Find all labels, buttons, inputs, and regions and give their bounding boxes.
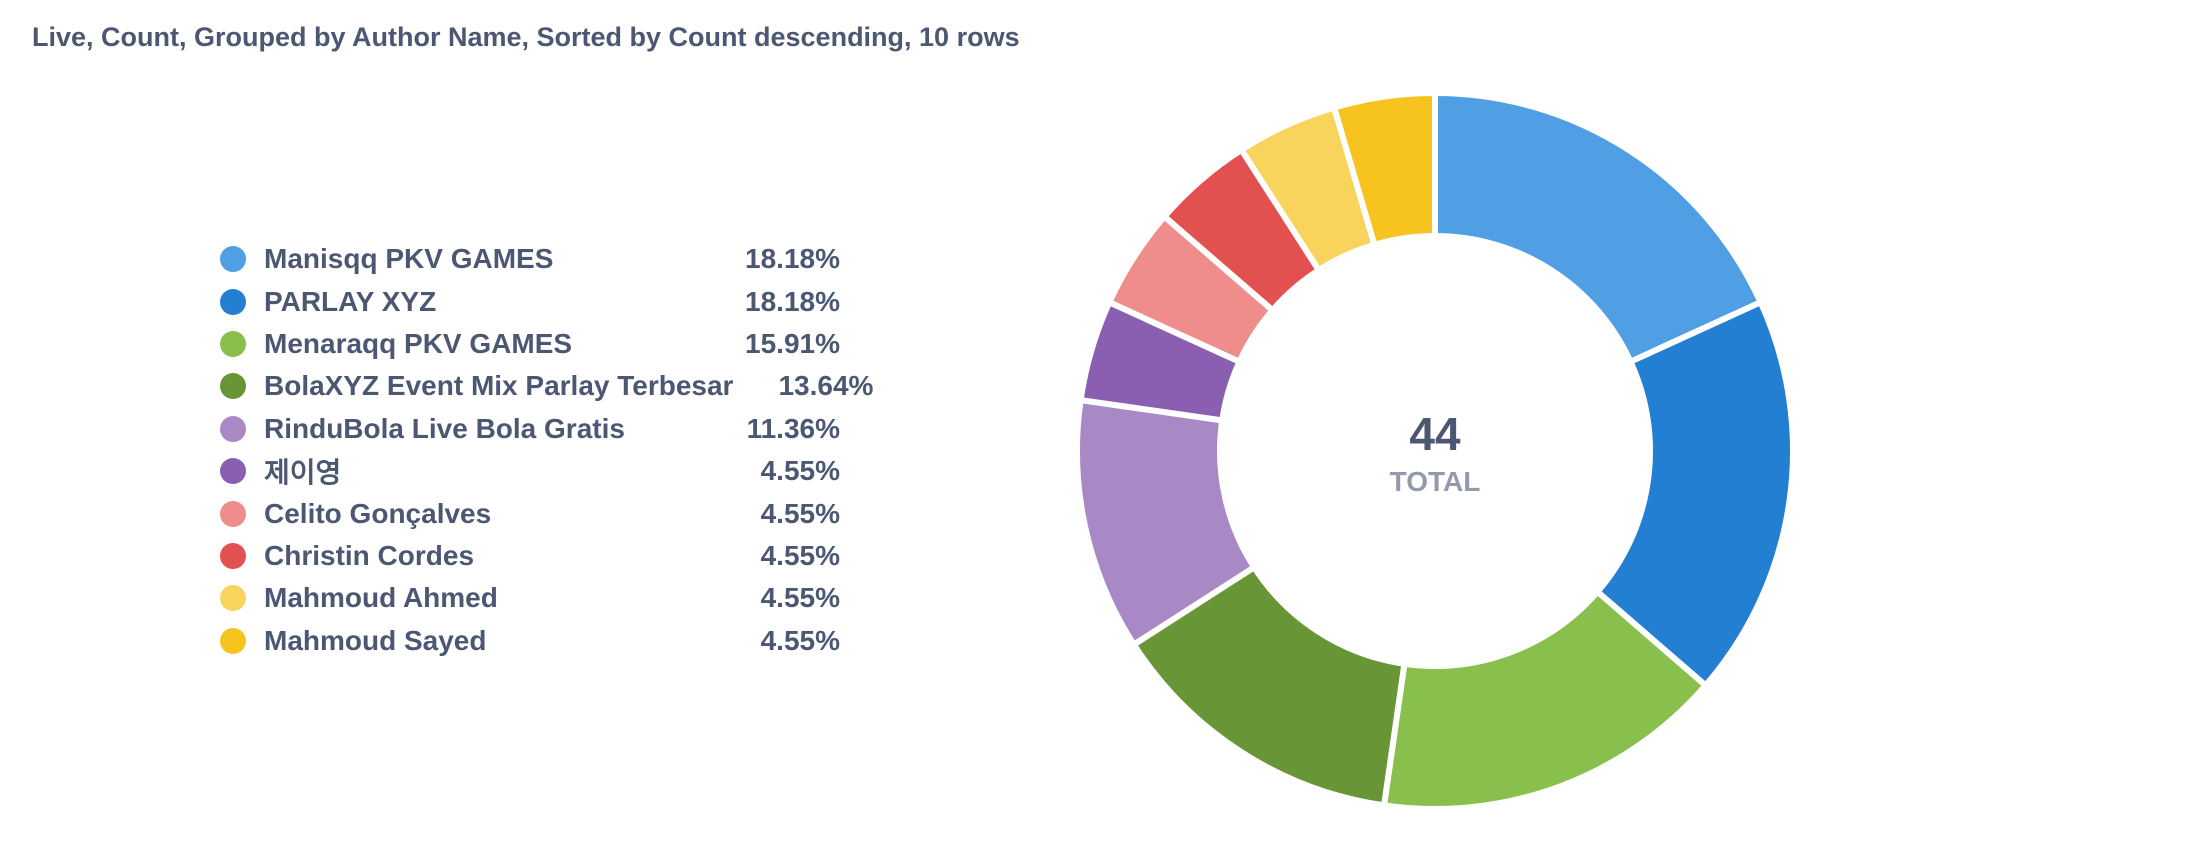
legend-item[interactable]: Celito Gonçalves 4.55%	[220, 492, 840, 534]
legend-item[interactable]: Mahmoud Ahmed 4.55%	[220, 577, 840, 619]
legend-color-dot	[220, 627, 246, 654]
legend-label: RinduBola Live Bola Gratis	[264, 412, 625, 444]
donut-slice[interactable]	[1380, 587, 1710, 812]
legend-color-dot	[220, 585, 246, 612]
legend-percent: 18.18%	[745, 243, 840, 275]
legend-item[interactable]: 제이영 4.55%	[220, 450, 840, 492]
legend-percent: 13.64%	[778, 370, 874, 402]
chart-title: Live, Count, Grouped by Author Name, Sor…	[32, 22, 1020, 52]
donut-slice[interactable]	[1593, 298, 1796, 690]
legend-color-dot	[220, 415, 246, 442]
center-total-label: TOTAL	[1390, 466, 1481, 497]
legend-percent: 4.55%	[760, 539, 840, 571]
legend-item[interactable]: Manisqq PKV GAMES 18.18%	[220, 238, 840, 280]
legend-percent: 4.55%	[760, 455, 840, 487]
legend-color-dot	[220, 373, 246, 400]
legend-label: Mahmoud Ahmed	[264, 582, 498, 614]
legend-percent: 18.18%	[745, 285, 840, 317]
legend-percent: 4.55%	[760, 497, 840, 529]
legend-percent: 4.55%	[760, 582, 840, 614]
legend-item[interactable]: PARLAY XYZ 18.18%	[220, 280, 840, 322]
legend-percent: 4.55%	[760, 624, 840, 656]
donut-slice[interactable]	[1330, 89, 1438, 249]
legend-label: PARLAY XYZ	[264, 285, 437, 317]
legend-item[interactable]: RinduBola Live Bola Gratis 11.36%	[220, 408, 840, 450]
donut-slices	[1074, 89, 1796, 812]
legend-item[interactable]: Menaraqq PKV GAMES 15.91%	[220, 323, 840, 365]
legend-label: Manisqq PKV GAMES	[264, 243, 554, 275]
legend-label: Mahmoud Sayed	[264, 624, 487, 656]
chart-legend: Manisqq PKV GAMES 18.18% PARLAY XYZ 18.18% M…	[220, 238, 873, 662]
legend-color-dot	[220, 288, 246, 315]
legend-color-dot	[220, 500, 246, 527]
legend-color-dot	[220, 458, 246, 485]
legend-label: BolaXYZ Event Mix Parlay Terbesar	[264, 370, 734, 402]
legend-item[interactable]: Mahmoud Sayed 4.55%	[220, 620, 840, 662]
donut-slice[interactable]	[1432, 89, 1765, 366]
center-total-value: 44	[1409, 408, 1461, 460]
legend-color-dot	[220, 246, 246, 273]
legend-percent: 15.91%	[745, 327, 840, 359]
legend-label: Menaraqq PKV GAMES	[264, 327, 573, 359]
legend-percent: 11.36%	[746, 412, 840, 444]
legend-label: Celito Gonçalves	[264, 497, 492, 529]
legend-item[interactable]: Christin Cordes 4.55%	[220, 535, 840, 577]
legend-color-dot	[220, 542, 246, 569]
legend-item[interactable]: BolaXYZ Event Mix Parlay Terbesar 13.64%	[220, 365, 873, 407]
legend-label: Christin Cordes	[264, 539, 475, 571]
legend-label: 제이영	[264, 457, 342, 489]
legend-color-dot	[220, 330, 246, 357]
